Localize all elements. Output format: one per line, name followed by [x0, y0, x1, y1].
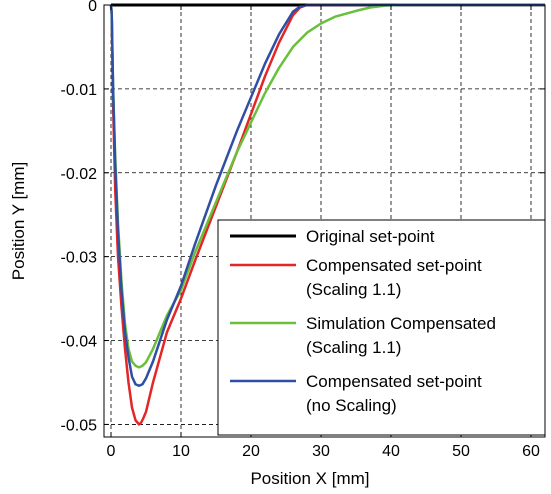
legend-label-2: Compensated set-point [306, 256, 482, 275]
x-tick-label: 60 [522, 443, 540, 460]
legend-box [217, 219, 546, 436]
series-line-4 [109, 3, 545, 388]
x-tick-label: 40 [382, 443, 400, 460]
legend-label-3: (Scaling 1.1) [306, 338, 401, 357]
y-tick-labels: 0 -0.01 -0.02 -0.03 -0.04 -0.05 [61, 0, 98, 434]
y-tick-label: -0.01 [61, 82, 98, 99]
y-tick-label: -0.04 [61, 334, 98, 351]
y-axis-label: Position Y [mm] [9, 162, 28, 280]
y-tick-label: -0.02 [61, 166, 98, 183]
legend-label-4: (no Scaling) [306, 396, 397, 415]
x-tick-label: 50 [452, 443, 470, 460]
x-tick-label: 0 [107, 443, 116, 460]
x-axis-label: Position X [mm] [250, 469, 369, 488]
x-tick-labels: 0 10 20 30 40 50 60 [107, 443, 540, 460]
y-tick-label: -0.03 [61, 250, 98, 267]
legend-label-3: Simulation Compensated [306, 314, 496, 333]
x-tick-label: 10 [172, 443, 190, 460]
x-tick-label: 20 [242, 443, 260, 460]
legend-label-1: Original set-point [306, 227, 435, 246]
legend-label-4: Compensated set-point [306, 372, 482, 391]
legend: Original set-point Compensated set-point (… [217, 219, 546, 436]
x-tick-label: 30 [312, 443, 330, 460]
y-tick-label: 0 [88, 0, 97, 15]
legend-label-2: (Scaling 1.1) [306, 280, 401, 299]
y-tick-label: -0.05 [61, 417, 98, 434]
